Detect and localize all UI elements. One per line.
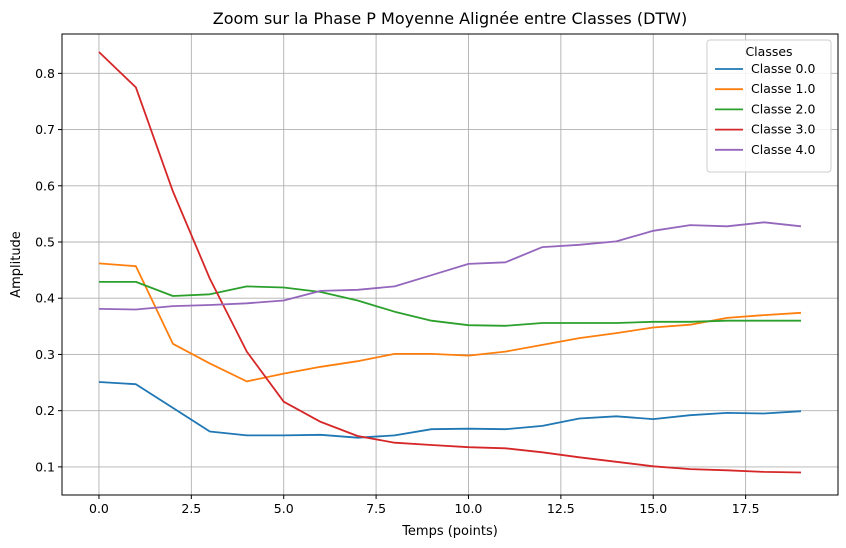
legend-title: Classes bbox=[745, 44, 792, 59]
series-line bbox=[98, 262, 802, 383]
y-tick-label: 0.4 bbox=[35, 291, 55, 306]
series-line bbox=[98, 221, 802, 311]
y-tick-label: 0.6 bbox=[35, 178, 55, 193]
x-tick-label: 0.0 bbox=[89, 501, 109, 516]
series-line bbox=[98, 381, 802, 439]
legend-label: Classe 2.0 bbox=[751, 101, 815, 116]
legend-label: Classe 4.0 bbox=[751, 142, 815, 157]
x-tick-label: 2.5 bbox=[181, 501, 201, 516]
y-tick-label: 0.7 bbox=[35, 122, 55, 137]
legend-label: Classe 3.0 bbox=[751, 122, 815, 137]
legend-label: Classe 0.0 bbox=[751, 61, 815, 76]
axis-ticks: 0.0 2.5 5.0 7.5 10.0 12.5 15.0 17.5 0.1 0.2 0.3 0.4… bbox=[35, 66, 759, 516]
x-tick-label: 12.5 bbox=[547, 501, 575, 516]
chart-title: Zoom sur la Phase P Moyenne Alignée entr… bbox=[213, 9, 687, 28]
legend-items: Classe 0.0 Classe 1.0 Classe 2.0 Classe 3.0… bbox=[715, 61, 815, 157]
legend-label: Classe 1.0 bbox=[751, 81, 815, 96]
y-tick-label: 0.3 bbox=[35, 347, 55, 362]
x-tick-label: 7.5 bbox=[366, 501, 386, 516]
y-tick-label: 0.5 bbox=[35, 235, 55, 250]
series-lines bbox=[98, 51, 802, 474]
plot-frame bbox=[61, 33, 839, 496]
x-tick-label: 10.0 bbox=[455, 501, 483, 516]
legend-box bbox=[706, 39, 832, 173]
x-tick-label: 17.5 bbox=[732, 501, 760, 516]
y-axis-title: Amplitude bbox=[9, 231, 24, 298]
series-line bbox=[99, 280, 801, 327]
x-tick-label: 15.0 bbox=[639, 501, 667, 516]
x-axis-title: Temps (points) bbox=[401, 524, 498, 539]
series-line bbox=[98, 51, 802, 474]
y-tick-label: 0.1 bbox=[35, 459, 55, 474]
y-tick-label: 0.8 bbox=[35, 66, 55, 81]
x-tick-label: 5.0 bbox=[274, 501, 294, 516]
y-tick-label: 0.2 bbox=[35, 403, 55, 418]
